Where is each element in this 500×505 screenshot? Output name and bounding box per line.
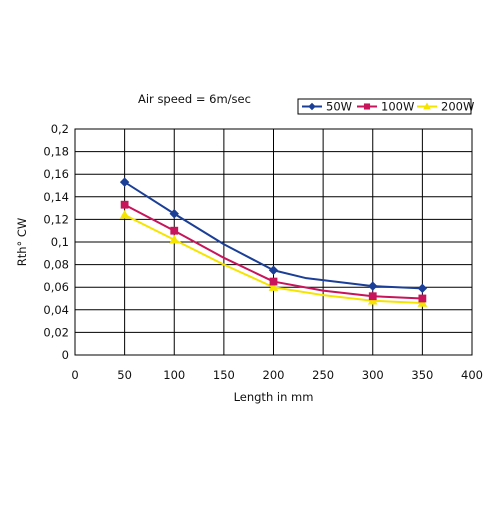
legend-swatch-marker bbox=[308, 102, 316, 111]
data-point-100W bbox=[170, 226, 179, 235]
y-tick-label: 0,04 bbox=[43, 303, 69, 317]
chart-annotation: Air speed = 6m/sec bbox=[138, 92, 251, 106]
data-point-50W bbox=[417, 283, 428, 294]
legend-label: 200W bbox=[441, 100, 474, 114]
x-tick-label: 250 bbox=[312, 368, 334, 382]
data-point-100W bbox=[120, 200, 129, 209]
legend-swatch-marker bbox=[423, 102, 431, 110]
data-point-50W bbox=[119, 177, 130, 187]
data-point-100W bbox=[269, 277, 278, 286]
legend-item-100W: 100W bbox=[357, 100, 414, 114]
data-point-50W bbox=[169, 209, 179, 219]
data-point-50W bbox=[268, 265, 279, 275]
y-tick-labels: 0 0,02 0,04 0,06 0,08 0,1 0,12 0,14 0,16 0,18 0,2 bbox=[43, 122, 69, 362]
x-tick-label: 200 bbox=[263, 368, 285, 382]
y-tick-label: 0,08 bbox=[43, 258, 69, 272]
legend-box bbox=[297, 98, 472, 115]
legend-item-200W: 200W bbox=[417, 100, 474, 114]
y-tick-label: 0,12 bbox=[43, 212, 69, 226]
y-tick-label: 0,1 bbox=[51, 235, 69, 249]
y-tick-label: 0,2 bbox=[51, 122, 69, 136]
legend-items: 50W 100W 200W bbox=[302, 100, 474, 114]
legend: 50W 100W 200W bbox=[297, 98, 474, 115]
y-tick-label: 0,16 bbox=[43, 167, 69, 181]
x-tick-label: 350 bbox=[411, 368, 433, 382]
x-tick-label: 300 bbox=[362, 368, 384, 382]
x-tick-label: 100 bbox=[163, 368, 185, 382]
x-axis-title: Length in mm bbox=[234, 390, 314, 404]
data-point-200W bbox=[367, 295, 378, 305]
data-point-100W bbox=[368, 292, 377, 301]
y-tick-label: 0,06 bbox=[43, 280, 69, 294]
data-point-100W bbox=[418, 294, 427, 303]
y-tick-label: 0,18 bbox=[43, 145, 69, 159]
data-point-200W bbox=[417, 297, 428, 307]
y-tick-label: 0 bbox=[62, 348, 69, 362]
y-axis-title: Rth° CW bbox=[15, 218, 29, 267]
series-markers bbox=[119, 177, 428, 307]
legend-swatch-marker bbox=[363, 103, 371, 110]
x-tick-label: 50 bbox=[117, 368, 132, 382]
data-point-200W bbox=[169, 234, 180, 244]
x-tick-label: 150 bbox=[213, 368, 235, 382]
data-point-200W bbox=[119, 209, 130, 219]
x-tick-labels: 0 50 100 150 200 250 300 350 400 bbox=[71, 368, 483, 382]
y-tick-label: 0,02 bbox=[43, 325, 69, 339]
data-point-50W bbox=[368, 281, 378, 291]
legend-label: 50W bbox=[326, 100, 352, 114]
x-tick-label: 0 bbox=[71, 368, 78, 382]
legend-item-50W: 50W bbox=[302, 100, 352, 114]
data-point-200W bbox=[268, 282, 279, 291]
x-tick-label: 400 bbox=[461, 368, 483, 382]
legend-label: 100W bbox=[381, 100, 414, 114]
grid bbox=[74, 128, 473, 356]
y-tick-label: 0,14 bbox=[43, 190, 69, 204]
plot-frame bbox=[74, 128, 473, 356]
